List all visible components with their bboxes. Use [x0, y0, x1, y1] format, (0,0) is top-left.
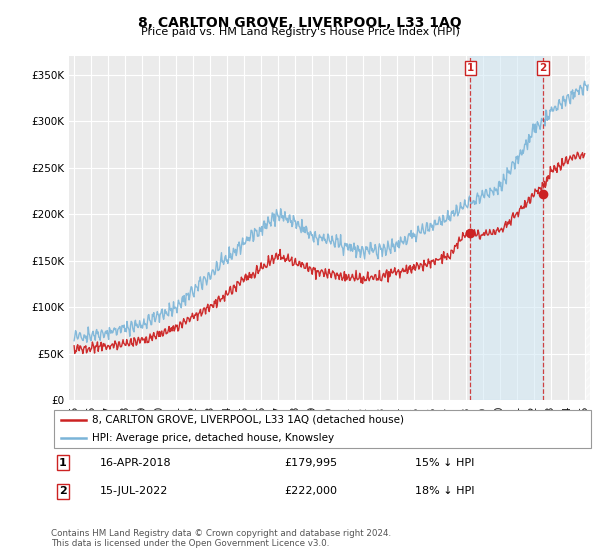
Text: £222,000: £222,000: [284, 487, 337, 496]
Text: 1: 1: [59, 458, 67, 468]
Point: [57, 416, 64, 423]
Point: [83, 416, 90, 423]
Text: 18% ↓ HPI: 18% ↓ HPI: [415, 487, 475, 496]
Text: 8, CARLTON GROVE, LIVERPOOL, L33 1AQ (detached house): 8, CARLTON GROVE, LIVERPOOL, L33 1AQ (de…: [92, 415, 404, 424]
Text: HPI: Average price, detached house, Knowsley: HPI: Average price, detached house, Know…: [92, 433, 334, 443]
Text: 1: 1: [467, 63, 474, 73]
Text: 15% ↓ HPI: 15% ↓ HPI: [415, 458, 474, 468]
Point: [57, 435, 64, 442]
Bar: [584, 56, 590, 400]
Point: [83, 435, 90, 442]
Text: Contains HM Land Registry data © Crown copyright and database right 2024.
This d: Contains HM Land Registry data © Crown c…: [51, 529, 391, 548]
Text: 2: 2: [539, 63, 547, 73]
Text: Price paid vs. HM Land Registry's House Price Index (HPI): Price paid vs. HM Land Registry's House …: [140, 27, 460, 37]
Text: 8, CARLTON GROVE, LIVERPOOL, L33 1AQ: 8, CARLTON GROVE, LIVERPOOL, L33 1AQ: [138, 16, 462, 30]
Text: 2: 2: [59, 487, 67, 496]
Text: 16-APR-2018: 16-APR-2018: [100, 458, 172, 468]
Text: £179,995: £179,995: [284, 458, 338, 468]
Text: 15-JUL-2022: 15-JUL-2022: [100, 487, 168, 496]
Bar: [470, 56, 543, 400]
FancyBboxPatch shape: [54, 410, 591, 447]
